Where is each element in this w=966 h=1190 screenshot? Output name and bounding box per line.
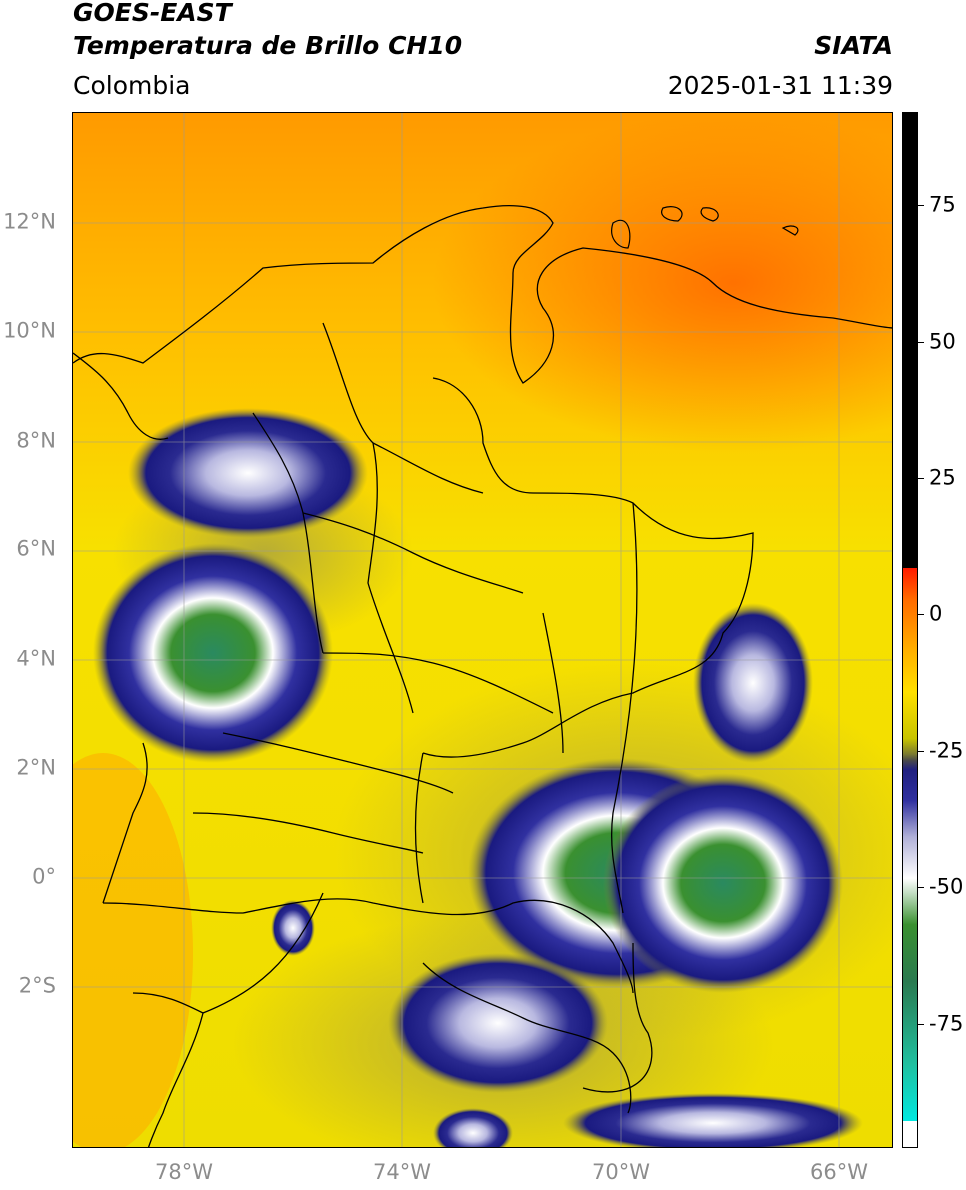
temperature-colorbar: [902, 112, 918, 1148]
colorbar-label: -25: [929, 738, 964, 763]
satellite-map[interactable]: [72, 112, 893, 1148]
lat-label: 8°N: [16, 428, 56, 453]
lon-label: 70°W: [592, 1160, 650, 1184]
lon-label: 66°W: [810, 1160, 868, 1184]
lon-label: 74°W: [373, 1160, 431, 1184]
lat-label: 10°N: [3, 318, 56, 343]
colorbar-tick: [918, 342, 924, 343]
colorbar-label: 50: [929, 329, 956, 354]
product-title: Temperatura de Brillo CH10: [73, 31, 463, 60]
agency-label: SIATA: [814, 31, 893, 60]
satellite-title: GOES-EAST: [73, 0, 232, 27]
lat-label: 0°: [32, 864, 56, 889]
lat-label: 2°S: [18, 973, 56, 998]
colorbar-tick: [918, 614, 924, 615]
colorbar-tick: [918, 1024, 924, 1025]
datetime-label: 2025-01-31 11:39: [667, 71, 893, 100]
lat-label: 12°N: [3, 209, 56, 234]
colorbar-label: 25: [929, 465, 956, 490]
lat-label: 6°N: [16, 536, 56, 561]
colorbar-label: 0: [929, 601, 943, 626]
lon-label: 78°W: [155, 1160, 213, 1184]
colorbar-label: -75: [929, 1011, 964, 1036]
colorbar-tick: [918, 751, 924, 752]
map-canvas: [73, 113, 892, 1147]
colorbar-label: 75: [929, 192, 956, 217]
lat-label: 2°N: [16, 755, 56, 780]
lat-label: 4°N: [16, 646, 56, 671]
region-label: Colombia: [73, 71, 191, 100]
colorbar-tick: [918, 478, 924, 479]
colorbar-tick: [918, 887, 924, 888]
colorbar-tick: [918, 205, 924, 206]
colorbar-label: -50: [929, 874, 964, 899]
